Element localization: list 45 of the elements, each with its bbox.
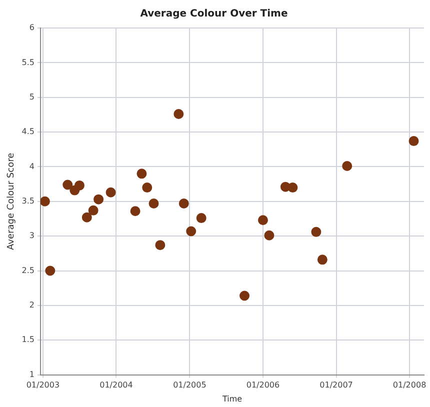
y-tick-label: 2 (29, 300, 35, 310)
point (317, 254, 328, 265)
point (106, 187, 116, 198)
y-tick-label: 6 (29, 23, 35, 32)
point (74, 180, 84, 190)
x-tick-label: 01/2005 (173, 380, 206, 390)
point (408, 136, 419, 146)
point (82, 212, 92, 222)
y-tick-label: 3 (29, 231, 35, 240)
y-tick-label: 2.5 (22, 266, 35, 275)
point (258, 215, 268, 226)
y-tick-label: 3.5 (22, 196, 35, 206)
point (342, 161, 352, 172)
point (196, 213, 206, 224)
chart-title: Average Colour Over Time (140, 8, 288, 20)
point (148, 198, 159, 208)
point (311, 226, 322, 237)
point (45, 266, 56, 276)
y-tick-label: 5 (29, 92, 35, 102)
x-tick-label: 01/2004 (100, 380, 133, 390)
x-axis-title: Time (221, 394, 242, 404)
point (264, 230, 274, 240)
x-tick-label: 01/2008 (392, 380, 426, 390)
point (288, 182, 298, 193)
point (136, 168, 147, 179)
point (40, 196, 50, 206)
point (155, 240, 166, 250)
point (94, 194, 104, 204)
x-tick-label: 01/2003 (26, 380, 60, 390)
y-tick-label: 4 (29, 162, 35, 171)
point (178, 198, 189, 208)
point (62, 180, 73, 190)
y-tick-label: 5.5 (22, 58, 35, 67)
x-tick-label: 01/2007 (320, 380, 353, 390)
point (142, 182, 152, 193)
point (130, 206, 140, 216)
y-tick-label: 1.5 (22, 335, 35, 344)
x-tick-label: 01/2006 (246, 380, 280, 390)
point (174, 109, 184, 120)
y-axis-title: Average Colour Score (6, 152, 17, 250)
y-tick-label: 1 (29, 370, 35, 379)
y-tick-label: 4.5 (22, 127, 35, 136)
point (240, 290, 250, 301)
point (186, 226, 196, 236)
point (88, 205, 98, 216)
